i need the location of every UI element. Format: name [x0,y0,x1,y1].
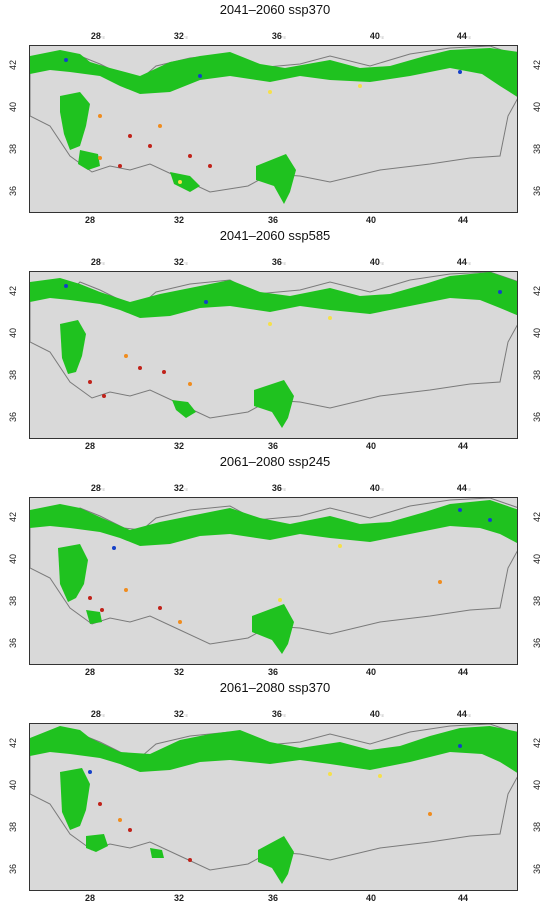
lat-tick-right: 40 [531,327,542,339]
lat-tick-left: 42 [7,737,18,749]
lon-tick-top: 40°E [369,709,385,719]
lon-tick-bottom: 28 [84,441,95,451]
map-panel-1: 2041–2060 ssp370 28°E 32°E 36°E 40°E 44°… [0,0,550,225]
lon-tick-top: 32°E [173,31,189,41]
lat-tick-left: 36 [7,411,18,423]
lon-tick-top: 28°E [90,709,106,719]
lon-tick-bottom: 40 [365,893,376,903]
lon-tick-bottom: 32 [173,441,184,451]
lat-tick-left: 40 [7,327,18,339]
panel-title: 2041–2060 ssp585 [219,228,331,243]
lat-tick-left: 42 [7,511,18,523]
panel-title: 2061–2080 ssp370 [219,680,331,695]
lat-tick-left: 36 [7,637,18,649]
lat-tick-right: 36 [531,863,542,875]
lon-tick-top: 36°E [271,709,287,719]
lat-tick-left: 40 [7,101,18,113]
lat-tick-right: 38 [531,369,542,381]
map-canvas [29,271,518,439]
lon-tick-bottom: 32 [173,667,184,677]
map-canvas [29,497,518,665]
lon-tick-top: 40°E [369,257,385,267]
lat-tick-left: 42 [7,285,18,297]
lon-tick-top: 36°E [271,31,287,41]
lon-tick-top: 44°E [456,31,472,41]
lon-tick-bottom: 28 [84,893,95,903]
lat-tick-right: 38 [531,595,542,607]
lon-tick-bottom: 40 [365,441,376,451]
lat-tick-left: 38 [7,369,18,381]
lon-tick-top: 40°E [369,31,385,41]
map-panel-2: 2041–2060 ssp585 28°E 32°E 36°E 40°E 44°… [0,226,550,451]
lat-tick-right: 38 [531,143,542,155]
lat-tick-right: 40 [531,553,542,565]
lon-tick-bottom: 44 [457,667,468,677]
map-panel-3: 2061–2080 ssp245 28°E 32°E 36°E 40°E 44°… [0,452,550,677]
lon-tick-bottom: 32 [173,893,184,903]
lat-tick-left: 40 [7,553,18,565]
lon-tick-top: 36°E [271,483,287,493]
lon-tick-bottom: 40 [365,667,376,677]
lon-tick-bottom: 36 [267,893,278,903]
lat-tick-right: 42 [531,511,542,523]
lon-tick-top: 44°E [456,709,472,719]
lon-tick-bottom: 36 [267,215,278,225]
lat-tick-right: 40 [531,779,542,791]
lat-tick-right: 42 [531,737,542,749]
lat-tick-right: 36 [531,637,542,649]
lon-tick-bottom: 44 [457,441,468,451]
lat-tick-right: 38 [531,821,542,833]
lat-tick-left: 42 [7,59,18,71]
lon-tick-top: 44°E [456,483,472,493]
lon-tick-bottom: 32 [173,215,184,225]
lat-tick-left: 36 [7,185,18,197]
lon-tick-bottom: 44 [457,893,468,903]
lat-tick-right: 42 [531,59,542,71]
lon-tick-top: 32°E [173,257,189,267]
lat-tick-right: 42 [531,285,542,297]
lon-tick-top: 36°E [271,257,287,267]
lon-tick-top: 40°E [369,483,385,493]
panel-title: 2041–2060 ssp370 [219,2,331,17]
map-canvas [29,723,518,891]
lat-tick-left: 38 [7,143,18,155]
lon-tick-top: 32°E [173,709,189,719]
lon-tick-top: 28°E [90,483,106,493]
lon-tick-bottom: 28 [84,215,95,225]
lat-tick-right: 36 [531,185,542,197]
lat-tick-left: 38 [7,595,18,607]
panel-title: 2061–2080 ssp245 [219,454,331,469]
lon-tick-bottom: 28 [84,667,95,677]
lat-tick-right: 40 [531,101,542,113]
lon-tick-bottom: 40 [365,215,376,225]
lon-tick-bottom: 36 [267,441,278,451]
map-panel-4: 2061–2080 ssp370 28°E 32°E 36°E 40°E 44°… [0,678,550,903]
lon-tick-top: 28°E [90,257,106,267]
lat-tick-left: 38 [7,821,18,833]
lon-tick-top: 44°E [456,257,472,267]
lon-tick-bottom: 36 [267,667,278,677]
lat-tick-left: 40 [7,779,18,791]
lat-tick-left: 36 [7,863,18,875]
lon-tick-top: 28°E [90,31,106,41]
lon-tick-bottom: 44 [457,215,468,225]
map-canvas [29,45,518,213]
lon-tick-top: 32°E [173,483,189,493]
lat-tick-right: 36 [531,411,542,423]
